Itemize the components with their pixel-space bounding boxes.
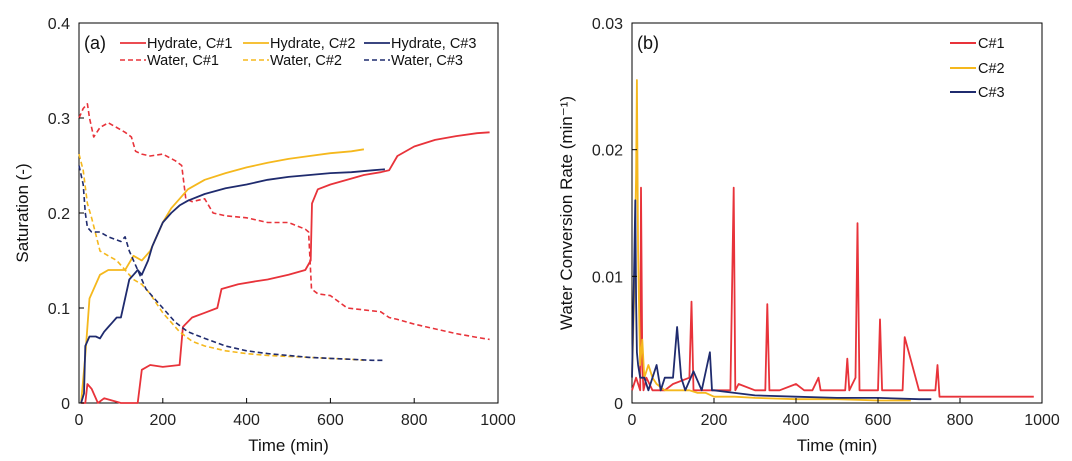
panel-a-frame <box>78 22 499 404</box>
legend-b-c2: C#2 <box>950 61 1005 77</box>
legend-a-hydrate-c3: Hydrate, C#3 <box>364 36 476 52</box>
panel-b-x-tick-label: 800 <box>947 412 974 429</box>
legend-b-c3: C#3 <box>950 85 1005 101</box>
panel-a-y-tick-label: 0.2 <box>48 206 70 223</box>
svg-text:Hydrate, C#3: Hydrate, C#3 <box>391 36 476 52</box>
panel-b-series <box>631 79 1034 402</box>
panel-b-label: (b) <box>637 33 659 53</box>
panel-b-y-tick-label: 0 <box>614 396 623 413</box>
panel-b-y-axis-title: Water Conversion Rate (min⁻¹) <box>557 96 576 330</box>
panel-a-y-tick-label: 0.1 <box>48 301 70 318</box>
legend-a-water-c2: Water, C#2 <box>243 53 342 69</box>
panel-b-x-tick-label: 0 <box>628 412 637 429</box>
panel-b-y-tick-label: 0.03 <box>592 16 623 33</box>
panel-a-y-axis-title: Saturation (-) <box>13 163 32 262</box>
panel-a-legend: Hydrate, C#1 Hydrate, C#2 Hydrate, C#3 W… <box>120 36 476 69</box>
svg-text:Hydrate, C#2: Hydrate, C#2 <box>270 36 355 52</box>
panel-a-series-line-1 <box>78 103 490 341</box>
panel-a-series-line-3 <box>78 153 364 362</box>
panel-b-frame <box>631 22 1043 404</box>
panel-b-x-tick-label: 1000 <box>1024 412 1060 429</box>
panel-a: 0 200 400 600 800 1000 0 0.1 0.2 0.3 0.4 (a) Time … <box>13 16 516 455</box>
panel-b-x-tick-label: 600 <box>865 412 892 429</box>
panel-a-y-tick-label: 0.3 <box>48 111 70 128</box>
panel-a-x-tick-label: 1000 <box>480 412 516 429</box>
legend-a-water-c3: Water, C#3 <box>364 53 463 69</box>
svg-text:Hydrate, C#1: Hydrate, C#1 <box>147 36 232 52</box>
panel-a-label: (a) <box>84 33 106 53</box>
legend-b-c1: C#1 <box>950 36 1005 52</box>
panel-a-series-line-4 <box>80 168 385 404</box>
panel-b-x-axis-title: Time (min) <box>797 436 878 455</box>
panel-a-y-tick-label: 0.4 <box>48 16 70 33</box>
panel-b-series-line-2 <box>631 199 932 401</box>
panel-a-x-tick-label: 200 <box>149 412 176 429</box>
panel-b: 0 200 400 600 800 1000 0 0.01 0.02 0.03 (b) Time … <box>557 16 1060 455</box>
legend-a-water-c1: Water, C#1 <box>120 53 219 69</box>
panel-b-series-line-1 <box>631 79 911 402</box>
panel-b-legend: C#1 C#2 C#3 <box>950 36 1005 101</box>
panel-b-x-tick-label: 400 <box>783 412 810 429</box>
svg-text:Water, C#3: Water, C#3 <box>391 53 463 69</box>
panel-a-x-tick-label: 0 <box>75 412 84 429</box>
panel-b-series-line-0 <box>631 186 1034 398</box>
panel-a-series-line-5 <box>78 165 385 362</box>
panel-a-axes: 0 200 400 600 800 1000 0 0.1 0.2 0.3 0.4 <box>48 16 516 429</box>
panel-b-y-tick-label: 0.01 <box>592 269 623 286</box>
panel-a-series-line-0 <box>81 131 490 404</box>
legend-a-hydrate-c1: Hydrate, C#1 <box>120 36 232 52</box>
svg-text:C#1: C#1 <box>978 36 1005 52</box>
legend-a-hydrate-c2: Hydrate, C#2 <box>243 36 355 52</box>
panel-a-y-tick-label: 0 <box>61 396 70 413</box>
svg-text:C#3: C#3 <box>978 85 1005 101</box>
panel-a-series <box>78 103 490 404</box>
panel-b-y-tick-label: 0.02 <box>592 143 623 160</box>
svg-text:Water, C#2: Water, C#2 <box>270 53 342 69</box>
svg-text:C#2: C#2 <box>978 61 1005 77</box>
panel-b-axes: 0 200 400 600 800 1000 0 0.01 0.02 0.03 <box>592 16 1060 429</box>
panel-a-x-tick-label: 400 <box>233 412 260 429</box>
svg-text:Water, C#1: Water, C#1 <box>147 53 219 69</box>
panel-a-x-axis-title: Time (min) <box>248 436 329 455</box>
panel-a-x-tick-label: 600 <box>317 412 344 429</box>
panel-a-x-tick-label: 800 <box>401 412 428 429</box>
panel-b-x-tick-label: 200 <box>701 412 728 429</box>
